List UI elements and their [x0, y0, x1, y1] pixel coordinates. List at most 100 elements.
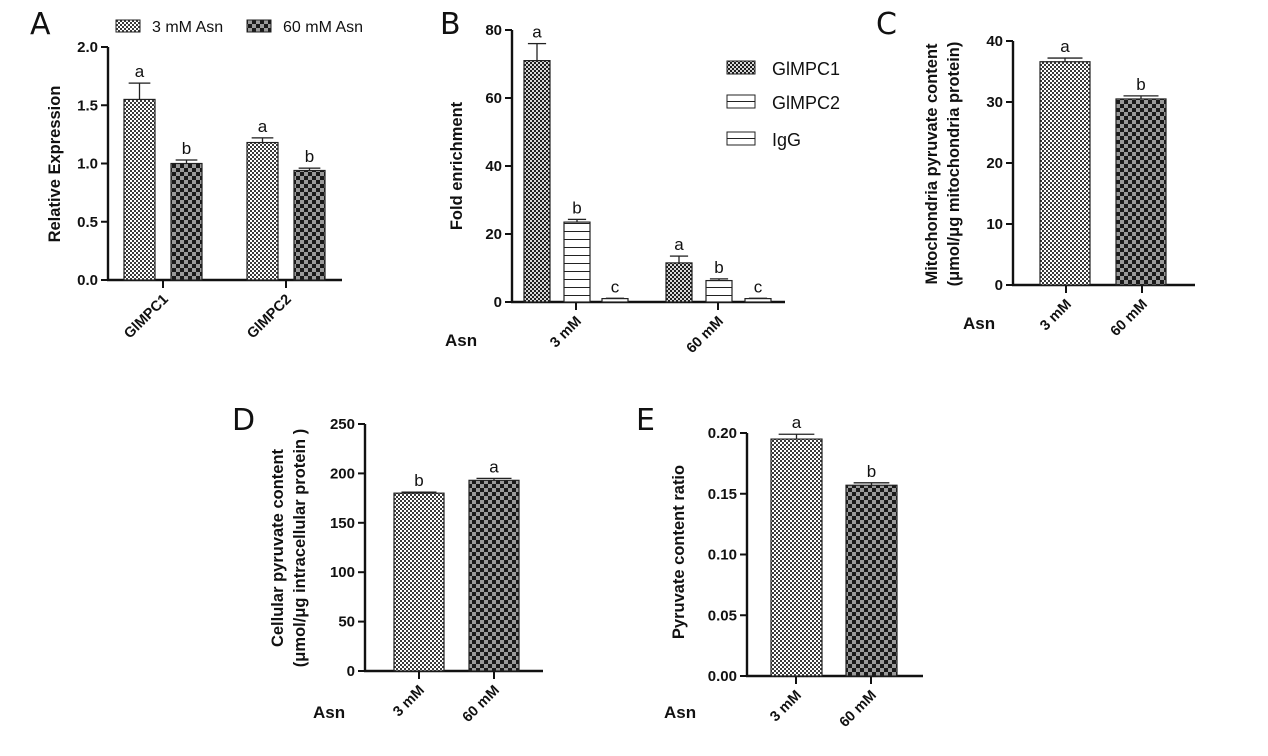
- y-tick-label: 0: [494, 294, 502, 311]
- y-tick-label: 30: [986, 94, 1003, 111]
- y-tick-label: 0.10: [708, 547, 737, 564]
- x-tick-label: 60 mM: [837, 688, 880, 731]
- bar-3-mm-asn-glmpc1: [123, 98, 156, 281]
- legend-swatch-igg: [726, 131, 756, 146]
- y-tick-label: 60: [485, 90, 502, 107]
- legend-swatch-glmpc2: [726, 94, 756, 109]
- y-tick-label: 0.00: [708, 668, 737, 685]
- y-tick-label: 100: [330, 564, 355, 581]
- x-tick-label: GlMPC1: [121, 292, 172, 343]
- legend-label-igg: IgG: [772, 130, 801, 150]
- y-axis-label-d: Cellular pyruvate content: [269, 448, 287, 647]
- x-axis-label-b: Asn: [445, 331, 477, 350]
- significance-label-3-mm-asn-glmpc1: a: [135, 62, 145, 81]
- x-axis-label-c: Asn: [963, 314, 995, 333]
- y-axis-label-c: Mitochondria pyruvate content: [923, 43, 941, 285]
- panel-label-b: B: [440, 7, 461, 42]
- bar-asn-60-mm: [845, 484, 898, 677]
- chart-panel-e: 0.00 0.05 0.10 0.15 0.20 3 mM 60 mM a b: [708, 413, 923, 731]
- significance-label-glmpc2-60-mm: b: [714, 258, 723, 277]
- legend-label-glmpc2: GlMPC2: [772, 93, 840, 113]
- y-tick-label: 40: [986, 33, 1003, 50]
- bar-glmpc2-3-mm: [563, 221, 591, 303]
- y-axis-label-e: Pyruvate content ratio: [670, 465, 688, 639]
- legend-a: 3 mM Asn 60 mM Asn: [115, 19, 363, 36]
- y-tick-label: 0.0: [77, 272, 98, 289]
- y-tick-label: 50: [338, 614, 355, 631]
- bar-igg-3-mm: [601, 298, 629, 303]
- panel-label-a: A: [30, 7, 51, 42]
- y-axis-label-b: Fold enrichment: [448, 101, 466, 230]
- legend-swatch-3mm: [115, 19, 141, 33]
- bar-60-mm-asn-glmpc2: [293, 169, 326, 281]
- legend-swatch-glmpc1: [726, 60, 756, 75]
- significance-label-asn-3-mm: a: [792, 413, 802, 432]
- panel-label-e: E: [636, 403, 655, 438]
- bar-3-mm-asn-glmpc2: [246, 141, 279, 281]
- y-tick-label: 200: [330, 465, 355, 482]
- bar-asn-60-mm: [1115, 98, 1167, 286]
- y-tick-label: 1.0: [77, 156, 98, 173]
- chart-panel-d: 0 50 100 150 200 250 3 mM 60 mM b a: [330, 416, 543, 726]
- y-axis-label-c-units: (μmol/μg mitochondria protein): [945, 42, 963, 287]
- bar-glmpc1-60-mm: [665, 262, 693, 303]
- panel-label-d: D: [232, 403, 255, 438]
- bar-asn-60-mm: [468, 479, 520, 672]
- x-tick-label: 3 mM: [1037, 297, 1075, 335]
- significance-label-asn-60-mm: b: [1136, 75, 1145, 94]
- significance-label-60-mm-asn-glmpc1: b: [182, 139, 191, 158]
- bar-glmpc1-3-mm: [523, 59, 551, 303]
- y-tick-label: 0.05: [708, 607, 737, 624]
- x-axis-label-e: Asn: [664, 703, 696, 722]
- significance-label-3-mm-asn-glmpc2: a: [258, 117, 268, 136]
- x-tick-label: 60 mM: [684, 314, 727, 357]
- significance-label-asn-3-mm: b: [414, 471, 423, 490]
- significance-label-asn-60-mm: b: [867, 462, 876, 481]
- significance-label-glmpc2-3-mm: b: [572, 198, 581, 217]
- y-tick-label: 80: [485, 22, 502, 39]
- bar-60-mm-asn-glmpc1: [170, 162, 203, 281]
- significance-label-glmpc1-60-mm: a: [674, 235, 684, 254]
- significance-label-asn-3-mm: a: [1060, 37, 1070, 56]
- bar-glmpc2-60-mm: [705, 279, 733, 303]
- significance-label-asn-60-mm: a: [489, 457, 499, 476]
- y-tick-label: 40: [485, 158, 502, 175]
- bar-asn-3-mm: [770, 438, 823, 677]
- chart-panel-c: 0 10 20 30 40 3 mM 60 mM a b: [986, 33, 1195, 340]
- x-tick-label: 3 mM: [547, 314, 585, 352]
- x-tick-label: 3 mM: [390, 683, 428, 721]
- x-tick-label: 3 mM: [767, 688, 805, 726]
- x-axis-label-d: Asn: [313, 703, 345, 722]
- y-tick-label: 1.5: [77, 97, 98, 114]
- x-tick-label: 60 mM: [1108, 297, 1151, 340]
- legend-label-3mm: 3 mM Asn: [152, 19, 223, 36]
- y-tick-label: 0: [347, 663, 355, 680]
- y-tick-label: 20: [485, 226, 502, 243]
- y-axis-label-a: Relative Expression: [46, 86, 64, 243]
- chart-panel-a: 0.0 0.5 1.0 1.5 2.0 GlMPC1 GlMPC2 a a b b: [77, 39, 342, 342]
- y-tick-label: 0: [995, 277, 1003, 294]
- y-tick-label: 0.15: [708, 486, 737, 503]
- y-tick-label: 10: [986, 216, 1003, 233]
- significance-label-glmpc1-3-mm: a: [532, 23, 542, 42]
- y-tick-label: 250: [330, 416, 355, 433]
- plots-layer: 0.0 0.5 1.0 1.5 2.0 GlMPC1 GlMPC2 a a b b 0 20 40 60 80…: [77, 22, 1195, 731]
- significance-label-60-mm-asn-glmpc2: b: [305, 147, 314, 166]
- legend-b: GlMPC1 GlMPC2 IgG: [726, 59, 840, 150]
- y-tick-label: 20: [986, 155, 1003, 172]
- panel-label-c: C: [876, 7, 897, 42]
- x-tick-label: 60 mM: [460, 683, 503, 726]
- significance-label-igg-60-mm: c: [754, 277, 763, 296]
- bar-igg-60-mm: [744, 298, 772, 303]
- y-tick-label: 0.5: [77, 214, 98, 231]
- bar-asn-3-mm: [1039, 61, 1091, 286]
- legend-swatch-60mm: [246, 19, 272, 33]
- legend-label-glmpc1: GlMPC1: [772, 59, 840, 79]
- y-axis-label-d-units: (μmol/μg intracellular protein ): [291, 429, 309, 667]
- y-tick-label: 2.0: [77, 39, 98, 56]
- x-tick-label: GlMPC2: [244, 292, 295, 343]
- y-tick-label: 150: [330, 515, 355, 532]
- significance-label-igg-3-mm: c: [611, 277, 620, 296]
- legend-label-60mm: 60 mM Asn: [283, 19, 363, 36]
